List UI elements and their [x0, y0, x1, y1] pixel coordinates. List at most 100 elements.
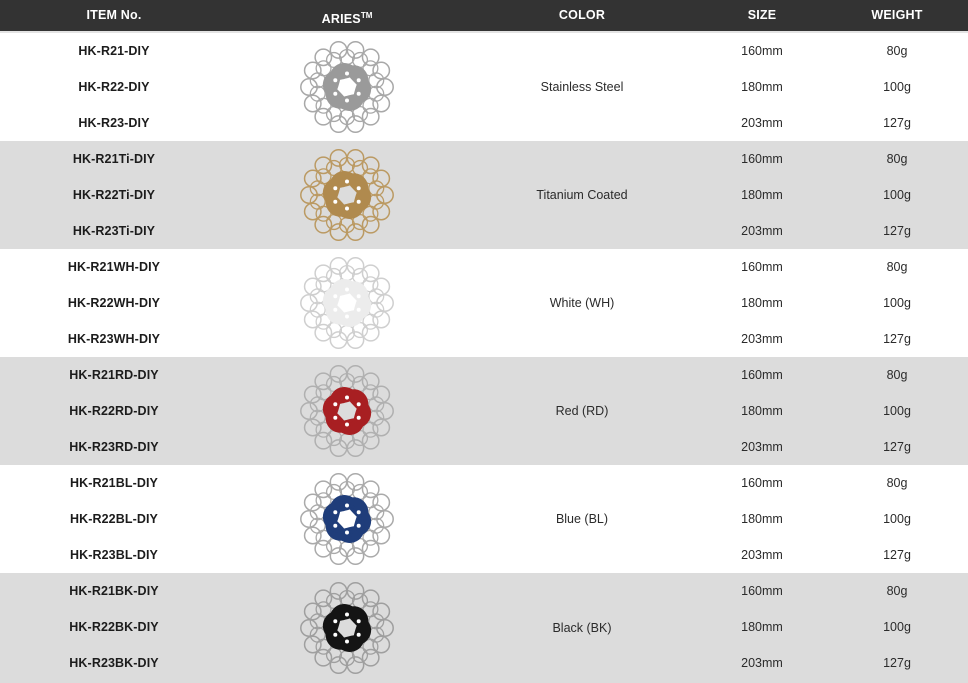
size-cell: 160mm: [741, 260, 783, 274]
column-header-aries: ARIESTM: [228, 0, 466, 31]
weight-cell: 100g: [883, 296, 911, 310]
size-cell: 203mm: [741, 332, 783, 346]
size-cell: 160mm: [741, 44, 783, 58]
table-row: HK-R21Ti-DIY 160mm 80g: [0, 141, 968, 177]
weight-cell: 100g: [883, 188, 911, 202]
trademark-superscript: TM: [360, 11, 373, 20]
size-cell: 180mm: [741, 296, 783, 310]
column-header-weight-label: WEIGHT: [871, 8, 923, 22]
table-row: HK-R22BK-DIY 180mm 100g: [0, 609, 968, 645]
table-row: HK-R23BL-DIY 203mm 127g: [0, 537, 968, 573]
item-number-cell: HK-R23BK-DIY: [69, 656, 159, 670]
item-number-cell: HK-R23-DIY: [78, 116, 150, 130]
column-header-size-label: SIZE: [747, 8, 777, 22]
weight-cell: 100g: [883, 404, 911, 418]
weight-cell: 100g: [883, 80, 911, 94]
color-cell: Stainless Steel: [540, 80, 624, 94]
table-row: HK-R22WH-DIY 180mm 100g: [0, 285, 968, 321]
weight-cell: 127g: [883, 332, 911, 346]
color-cell: Titanium Coated: [536, 188, 628, 202]
size-cell: 203mm: [741, 116, 783, 130]
table-row: HK-R22BL-DIY 180mm 100g: [0, 501, 968, 537]
item-number-cell: HK-R21BL-DIY: [69, 476, 158, 490]
product-group: Blue (BL) HK-R21BL-DIY 160mm 80g HK-R22BL-DI…: [0, 465, 968, 573]
weight-cell: 80g: [886, 368, 908, 382]
size-cell: 203mm: [741, 440, 783, 454]
product-group: White (WH) HK-R21WH-DIY 160mm 80g HK-R22WH-D…: [0, 249, 968, 357]
table-row: HK-R23WH-DIY 203mm 127g: [0, 321, 968, 357]
weight-cell: 80g: [886, 476, 908, 490]
color-cell: Blue (BL): [555, 512, 609, 526]
size-cell: 180mm: [741, 620, 783, 634]
table-body: Stainless Steel HK-R21-DIY 160mm 80g HK-R22-…: [0, 33, 968, 683]
column-header-aries-label: ARIES: [321, 12, 361, 27]
table-row: HK-R21-DIY 160mm 80g: [0, 33, 968, 69]
table-row: HK-R21BK-DIY 160mm 80g: [0, 573, 968, 609]
size-cell: 160mm: [741, 584, 783, 598]
size-cell: 160mm: [741, 152, 783, 166]
size-cell: 203mm: [741, 548, 783, 562]
item-number-cell: HK-R21BK-DIY: [69, 584, 159, 598]
table-row: HK-R21WH-DIY 160mm 80g: [0, 249, 968, 285]
size-cell: 203mm: [741, 656, 783, 670]
product-group: Stainless Steel HK-R21-DIY 160mm 80g HK-R22-…: [0, 33, 968, 141]
color-cell: White (WH): [549, 296, 615, 310]
weight-cell: 100g: [883, 620, 911, 634]
color-cell: Red (RD): [555, 404, 609, 418]
product-group: Red (RD) HK-R21RD-DIY 160mm 80g HK-R22RD-DIY…: [0, 357, 968, 465]
table-header-row: ITEM No. ARIESTM COLOR SIZE WEIGHT: [0, 0, 968, 33]
item-number-cell: HK-R22BL-DIY: [69, 512, 158, 526]
size-cell: 180mm: [741, 80, 783, 94]
item-number-cell: HK-R21RD-DIY: [69, 368, 159, 382]
color-cell: Black (BK): [552, 621, 612, 635]
item-number-cell: HK-R22BK-DIY: [69, 620, 159, 634]
item-number-cell: HK-R21Ti-DIY: [72, 152, 156, 166]
group-rows: HK-R21Ti-DIY 160mm 80g HK-R22Ti-DIY 180mm 100…: [0, 141, 968, 249]
group-rows: HK-R21WH-DIY 160mm 80g HK-R22WH-DIY 180mm 100…: [0, 249, 968, 357]
group-rows: HK-R21-DIY 160mm 80g HK-R22-DIY 180mm 100g HK-…: [0, 33, 968, 141]
size-cell: 203mm: [741, 224, 783, 238]
table-row: HK-R23-DIY 203mm 127g: [0, 105, 968, 141]
item-number-cell: HK-R23Ti-DIY: [72, 224, 156, 238]
column-header-size: SIZE: [698, 0, 826, 31]
table-row: HK-R23Ti-DIY 203mm 127g: [0, 213, 968, 249]
weight-cell: 127g: [883, 440, 911, 454]
product-group: Titanium Coated HK-R21Ti-DIY 160mm 80g HK-R2…: [0, 141, 968, 249]
table-row: HK-R21BL-DIY 160mm 80g: [0, 465, 968, 501]
column-header-item-no-label: ITEM No.: [86, 8, 142, 22]
table-row: HK-R22RD-DIY 180mm 100g: [0, 393, 968, 429]
column-header-color-label: COLOR: [558, 8, 606, 22]
size-cell: 180mm: [741, 404, 783, 418]
column-header-weight: WEIGHT: [826, 0, 968, 31]
size-cell: 160mm: [741, 368, 783, 382]
weight-cell: 127g: [883, 656, 911, 670]
table-row: HK-R23BK-DIY 203mm 127g: [0, 645, 968, 681]
weight-cell: 100g: [883, 512, 911, 526]
item-number-cell: HK-R23RD-DIY: [69, 440, 159, 454]
item-number-cell: HK-R21-DIY: [78, 44, 150, 58]
weight-cell: 80g: [886, 44, 908, 58]
table-row: HK-R23RD-DIY 203mm 127g: [0, 429, 968, 465]
column-header-color: COLOR: [466, 0, 698, 31]
column-header-item-no: ITEM No.: [0, 0, 228, 31]
item-number-cell: HK-R22RD-DIY: [69, 404, 159, 418]
weight-cell: 127g: [883, 548, 911, 562]
table-row: HK-R22-DIY 180mm 100g: [0, 69, 968, 105]
weight-cell: 80g: [886, 260, 908, 274]
weight-cell: 80g: [886, 152, 908, 166]
item-number-cell: HK-R21WH-DIY: [67, 260, 161, 274]
table-row: HK-R21RD-DIY 160mm 80g: [0, 357, 968, 393]
item-number-cell: HK-R22-DIY: [78, 80, 150, 94]
item-number-cell: HK-R22Ti-DIY: [72, 188, 156, 202]
item-number-cell: HK-R23WH-DIY: [67, 332, 161, 346]
item-number-cell: HK-R22WH-DIY: [67, 296, 161, 310]
size-cell: 180mm: [741, 512, 783, 526]
size-cell: 180mm: [741, 188, 783, 202]
group-rows: HK-R21RD-DIY 160mm 80g HK-R22RD-DIY 180mm 100…: [0, 357, 968, 465]
item-number-cell: HK-R23BL-DIY: [69, 548, 158, 562]
group-rows: HK-R21BL-DIY 160mm 80g HK-R22BL-DIY 180mm 100…: [0, 465, 968, 573]
product-group: Black (BK) HK-R21BK-DIY 160mm 80g HK-R22BK-D…: [0, 573, 968, 683]
weight-cell: 127g: [883, 224, 911, 238]
weight-cell: 127g: [883, 116, 911, 130]
